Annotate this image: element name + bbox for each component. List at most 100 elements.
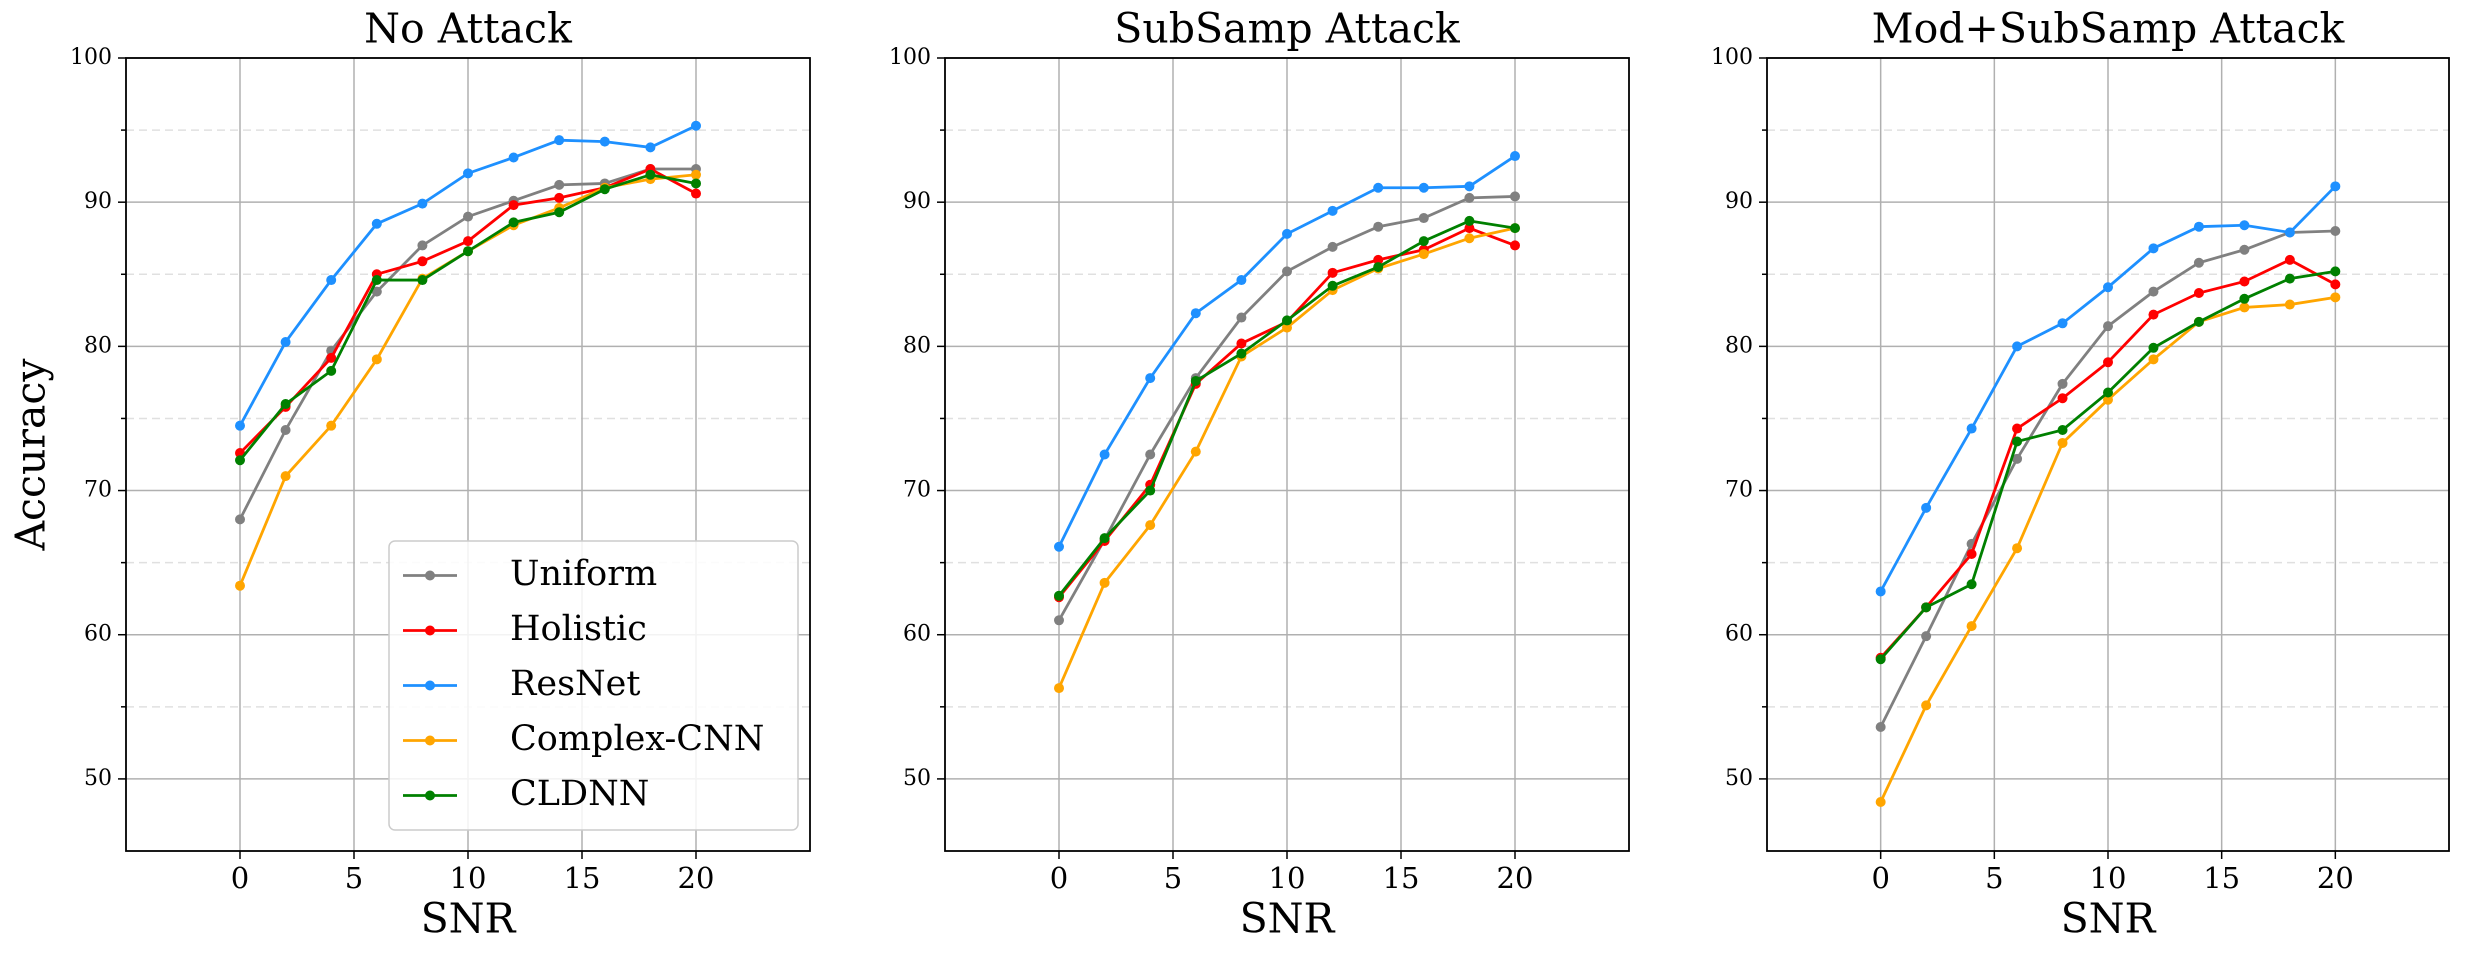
data-point: [1282, 322, 1292, 333]
data-point: [508, 217, 519, 228]
data-point: [2330, 279, 2341, 290]
data-point: [554, 135, 565, 146]
data-point: [2148, 354, 2159, 365]
data-point: [691, 169, 701, 180]
y-tick-label: 50: [84, 766, 112, 791]
data-point: [1510, 223, 1520, 234]
x-tick-label: 10: [1269, 861, 1306, 895]
data-point: [2103, 282, 2113, 293]
data-point: [1099, 533, 1110, 544]
x-tick-label: 5: [1985, 861, 2003, 895]
x-tick-label: 10: [450, 861, 487, 895]
data-point: [2103, 394, 2113, 405]
chart-title: No Attack: [364, 5, 573, 53]
x-tick-label: 15: [1383, 861, 1420, 895]
data-point: [2103, 321, 2113, 332]
data-point: [2330, 292, 2341, 303]
data-point: [1190, 375, 1201, 386]
data-point: [2193, 316, 2204, 327]
data-point: [371, 218, 382, 229]
chart-title: Mod+SubSamp Attack: [1872, 5, 2346, 53]
plot-frame: [125, 57, 811, 852]
data-point: [1966, 423, 1977, 434]
data-point: [2148, 309, 2159, 320]
data-point: [2193, 257, 2204, 268]
data-point: [1099, 577, 1110, 588]
data-point: [1236, 312, 1247, 323]
y-tick-label: 70: [1725, 478, 1753, 503]
data-point: [280, 337, 291, 348]
data-point: [1373, 221, 1384, 232]
legend-label: Uniform: [510, 554, 657, 594]
data-point: [2239, 293, 2250, 304]
x-tick-label: 20: [2317, 861, 2354, 895]
y-tick-label: 60: [903, 622, 931, 647]
data-point: [1236, 275, 1247, 286]
data-point: [2239, 302, 2250, 313]
data-point: [1921, 502, 1932, 513]
data-point: [2239, 220, 2250, 231]
data-point: [326, 275, 337, 286]
data-point: [2148, 342, 2159, 353]
data-point: [1282, 266, 1292, 277]
data-point: [2330, 226, 2341, 237]
data-point: [1190, 446, 1201, 457]
data-point: [463, 236, 473, 247]
x-tick-label: 10: [2090, 861, 2127, 895]
data-point: [1373, 182, 1384, 193]
data-point: [2284, 299, 2295, 310]
data-point: [2148, 243, 2159, 254]
data-point: [1966, 621, 1977, 632]
data-point: [2057, 378, 2068, 389]
data-point: [1464, 233, 1475, 244]
x-tick-label: 15: [2203, 861, 2240, 895]
data-point: [1921, 602, 1932, 613]
data-point: [235, 514, 245, 525]
data-point: [2012, 341, 2023, 352]
data-point: [1418, 236, 1429, 247]
legend-marker: [425, 735, 435, 746]
x-tick-label: 15: [564, 861, 601, 895]
data-point: [326, 365, 337, 376]
x-tick-label: 5: [1164, 861, 1182, 895]
data-point: [371, 354, 382, 365]
chart-panel: 50 60 70 80 90 100 0 5 10 15 20 No Attack SNR Accurac…: [7, 5, 811, 943]
chart-title: SubSamp Attack: [1114, 5, 1461, 53]
data-point: [235, 580, 245, 591]
legend-label: CLDNN: [510, 774, 649, 814]
y-tick-label: 100: [70, 45, 112, 70]
data-point: [1464, 192, 1475, 203]
legend: Uniform Holistic ResNet Complex-CNN CLDNN: [388, 540, 799, 831]
data-point: [1921, 631, 1932, 642]
x-tick-label: 20: [1497, 861, 1534, 895]
data-point: [2330, 266, 2341, 277]
data-point: [2012, 453, 2023, 464]
data-point: [1099, 449, 1110, 460]
data-point: [1875, 654, 1886, 665]
data-point: [2057, 318, 2068, 329]
data-point: [2284, 273, 2295, 284]
legend-marker: [425, 570, 435, 581]
y-tick-label: 100: [889, 45, 931, 70]
data-point: [1282, 228, 1292, 239]
y-tick-label: 50: [903, 766, 931, 791]
data-point: [1464, 181, 1475, 192]
data-point: [1236, 338, 1247, 349]
data-point: [554, 207, 565, 218]
data-point: [2103, 357, 2113, 368]
data-point: [417, 275, 428, 286]
data-point: [508, 152, 519, 163]
data-point: [2193, 221, 2204, 232]
data-point: [1510, 191, 1520, 202]
y-axis-label: Accuracy: [7, 358, 55, 552]
data-point: [2330, 181, 2341, 192]
data-point: [645, 169, 656, 180]
legend-marker: [425, 790, 435, 801]
data-point: [2057, 393, 2068, 404]
data-point: [1875, 796, 1886, 807]
legend-label: Holistic: [510, 609, 647, 649]
data-point: [280, 399, 291, 410]
data-point: [463, 211, 473, 222]
data-point: [1373, 254, 1384, 265]
data-point: [280, 424, 291, 435]
